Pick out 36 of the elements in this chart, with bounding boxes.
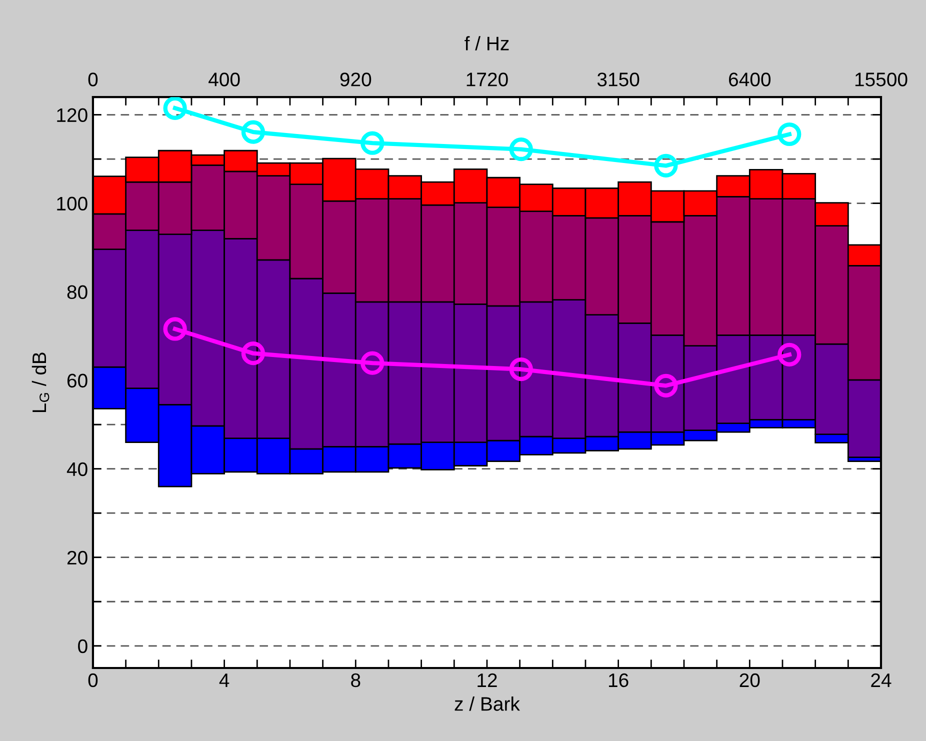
y-tick-label: 20 (67, 550, 88, 565)
x-tick-label: 4 (219, 674, 230, 687)
x2-axis-title: f / Hz (464, 36, 509, 50)
y-tick-label: 80 (67, 285, 88, 300)
y-tick-label: 100 (57, 196, 88, 211)
text: 6400 (729, 72, 771, 86)
x-tick-label: 20 (740, 673, 760, 688)
text: 1720 (466, 72, 508, 86)
y-tick-label: 120 (57, 108, 88, 122)
point (509, 137, 533, 162)
text: 0 (88, 72, 98, 86)
y-tick-label: 0 (78, 639, 88, 654)
text: 15500 (855, 72, 908, 86)
point (778, 342, 802, 366)
text: 3150 (597, 72, 640, 86)
y-tick-label: 60 (67, 374, 88, 388)
x-tick-label: 0 (88, 673, 98, 688)
text: 400 (208, 72, 240, 86)
point (241, 120, 266, 144)
point (163, 97, 187, 120)
point (778, 122, 802, 146)
point (654, 154, 678, 178)
x-axis-title: z / Bark (454, 696, 520, 711)
x-tick-label: 8 (351, 673, 360, 688)
x-tick-label: 12 (478, 673, 497, 687)
x-tick-label: 16 (608, 673, 628, 688)
x-tick-label: 24 (871, 673, 892, 687)
point (241, 342, 266, 366)
point (654, 374, 678, 398)
text: 920 (340, 72, 372, 86)
y-axis-title: L$_{G}$ / dB (32, 352, 50, 412)
point (360, 351, 384, 375)
y-tick-label: 40 (66, 462, 88, 476)
point (360, 131, 384, 155)
point (509, 357, 533, 382)
point (163, 317, 187, 341)
